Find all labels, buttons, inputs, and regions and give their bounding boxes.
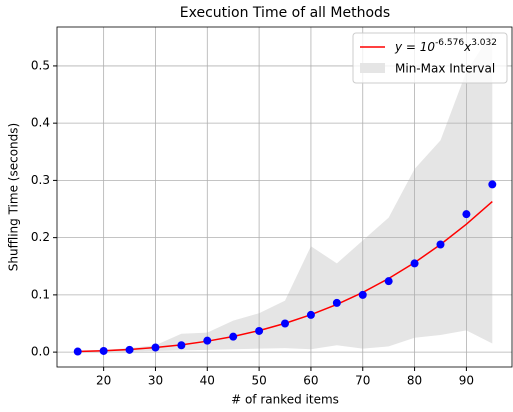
legend-label-part: y = 10 [394,40,435,54]
y-tick-label: 0.4 [31,116,50,130]
data-point [125,345,134,354]
axes: 20 30 40 50 60 70 80 90 0.0 0.1 0.2 0.3 0.4 0.5 [31,26,513,388]
legend-label: y = 10-6.576x3.032 [394,38,497,54]
y-axis-label: Shuffling Time (seconds) [7,123,21,271]
data-point [306,310,315,319]
data-point [436,240,445,249]
data-point [410,259,419,268]
legend-label-part: -6.576 [435,38,464,48]
axes-frame [56,26,513,368]
data-point [73,347,82,356]
data-point [99,346,108,355]
x-tick-label: 70 [355,374,370,388]
legend-box [352,32,508,84]
x-axis-label: # of ranked items [231,393,339,407]
y-tick-label: 0.5 [31,58,50,72]
data-point [255,326,264,335]
legend-label: Min-Max Interval [395,62,495,76]
min-max-area [77,31,493,353]
data-point [384,277,393,286]
data-point [281,319,290,328]
data-point [462,210,471,219]
y-tick-label: 0.0 [31,345,50,359]
y-tick-label: 0.3 [31,173,50,187]
data-point [177,341,186,350]
y-tick-label: 0.1 [31,287,50,301]
data-point [332,298,341,307]
legend-label-part: x [463,40,472,54]
legend-patch [360,63,385,73]
x-tick-label: 80 [407,374,422,388]
chart-title: Execution Time of all Methods [180,5,390,21]
data-point [151,343,160,352]
x-tick-label: 30 [148,374,163,388]
x-tick-label: 20 [96,374,111,388]
data-point [229,332,238,341]
y-tick-label: 0.2 [31,230,50,244]
grid [57,27,512,367]
x-tick-label: 50 [251,374,266,388]
x-tick-label: 40 [200,374,215,388]
data-point [488,180,497,189]
legend: y = 10-6.576x3.032 Min-Max Interval [352,32,508,84]
data [73,180,497,356]
data-point [203,336,212,345]
data-point [358,290,367,299]
plot-area [77,31,493,353]
legend-label-part: 3.032 [471,38,497,48]
x-tick-label: 90 [459,374,474,388]
x-tick-label: 60 [303,374,318,388]
